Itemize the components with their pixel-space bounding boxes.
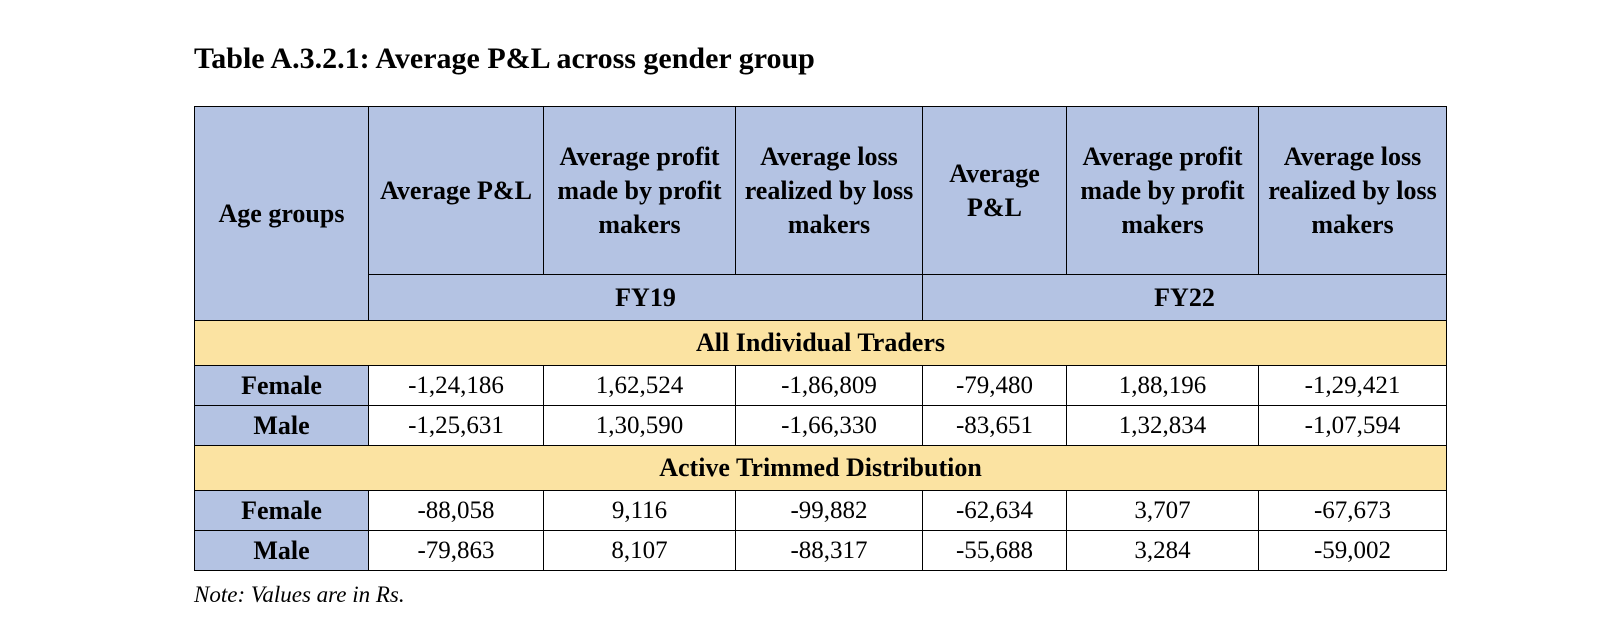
header-year-fy22: FY22 xyxy=(922,274,1447,321)
table-cell: -88,058 xyxy=(368,490,544,531)
table-cell: -59,002 xyxy=(1258,530,1447,571)
table-note: Note: Values are in Rs. xyxy=(194,582,405,607)
header-age-groups: Age groups xyxy=(194,106,369,321)
header-fy22-avg-profit: Average profit made by profit makers xyxy=(1066,106,1259,275)
row-label-female: Female xyxy=(194,490,369,531)
table-cell: -62,634 xyxy=(922,490,1067,531)
table-cell: 3,707 xyxy=(1066,490,1259,531)
table-cell: -55,688 xyxy=(922,530,1067,571)
table-cell: -88,317 xyxy=(735,530,923,571)
table-cell: -79,480 xyxy=(922,365,1067,406)
table-cell: -1,86,809 xyxy=(735,365,923,406)
table-cell: -1,24,186 xyxy=(368,365,544,406)
table-title: Table A.3.2.1: Average P&L across gender… xyxy=(194,42,815,75)
header-fy22-avg-loss: Average loss realized by loss makers xyxy=(1258,106,1447,275)
table-row: Male -1,25,631 1,30,590 -1,66,330 -83,65… xyxy=(194,405,1447,446)
section-all-individual-traders: All Individual Traders xyxy=(194,320,1447,366)
table-cell: 9,116 xyxy=(543,490,736,531)
table-cell: -1,07,594 xyxy=(1258,405,1447,446)
section-active-trimmed-distribution: Active Trimmed Distribution xyxy=(194,445,1447,491)
table-cell: -67,673 xyxy=(1258,490,1447,531)
table-cell: 1,32,834 xyxy=(1066,405,1259,446)
table-cell: -79,863 xyxy=(368,530,544,571)
table-cell: -83,651 xyxy=(922,405,1067,446)
header-fy19-avg-profit: Average profit made by profit makers xyxy=(543,106,736,275)
header-fy19-avg-pl: Average P&L xyxy=(368,106,544,275)
table-cell: 1,30,590 xyxy=(543,405,736,446)
row-label-male: Male xyxy=(194,530,369,571)
table-cell: 1,88,196 xyxy=(1066,365,1259,406)
pl-table: Age groups Average P&L Average profit ma… xyxy=(194,106,1447,571)
table-cell: 8,107 xyxy=(543,530,736,571)
table-cell: 1,62,524 xyxy=(543,365,736,406)
table-row: Female -88,058 9,116 -99,882 -62,634 3,7… xyxy=(194,490,1447,531)
table-cell: -99,882 xyxy=(735,490,923,531)
table-cell: -1,66,330 xyxy=(735,405,923,446)
table-cell: -1,29,421 xyxy=(1258,365,1447,406)
table-cell: -1,25,631 xyxy=(368,405,544,446)
table-cell: 3,284 xyxy=(1066,530,1259,571)
table-row: Female -1,24,186 1,62,524 -1,86,809 -79,… xyxy=(194,365,1447,406)
header-year-fy19: FY19 xyxy=(368,274,923,321)
header-fy19-avg-loss: Average loss realized by loss makers xyxy=(735,106,923,275)
row-label-female: Female xyxy=(194,365,369,406)
header-fy22-avg-pl: Average P&L xyxy=(922,106,1067,275)
row-label-male: Male xyxy=(194,405,369,446)
table-row: Male -79,863 8,107 -88,317 -55,688 3,284… xyxy=(194,530,1447,571)
